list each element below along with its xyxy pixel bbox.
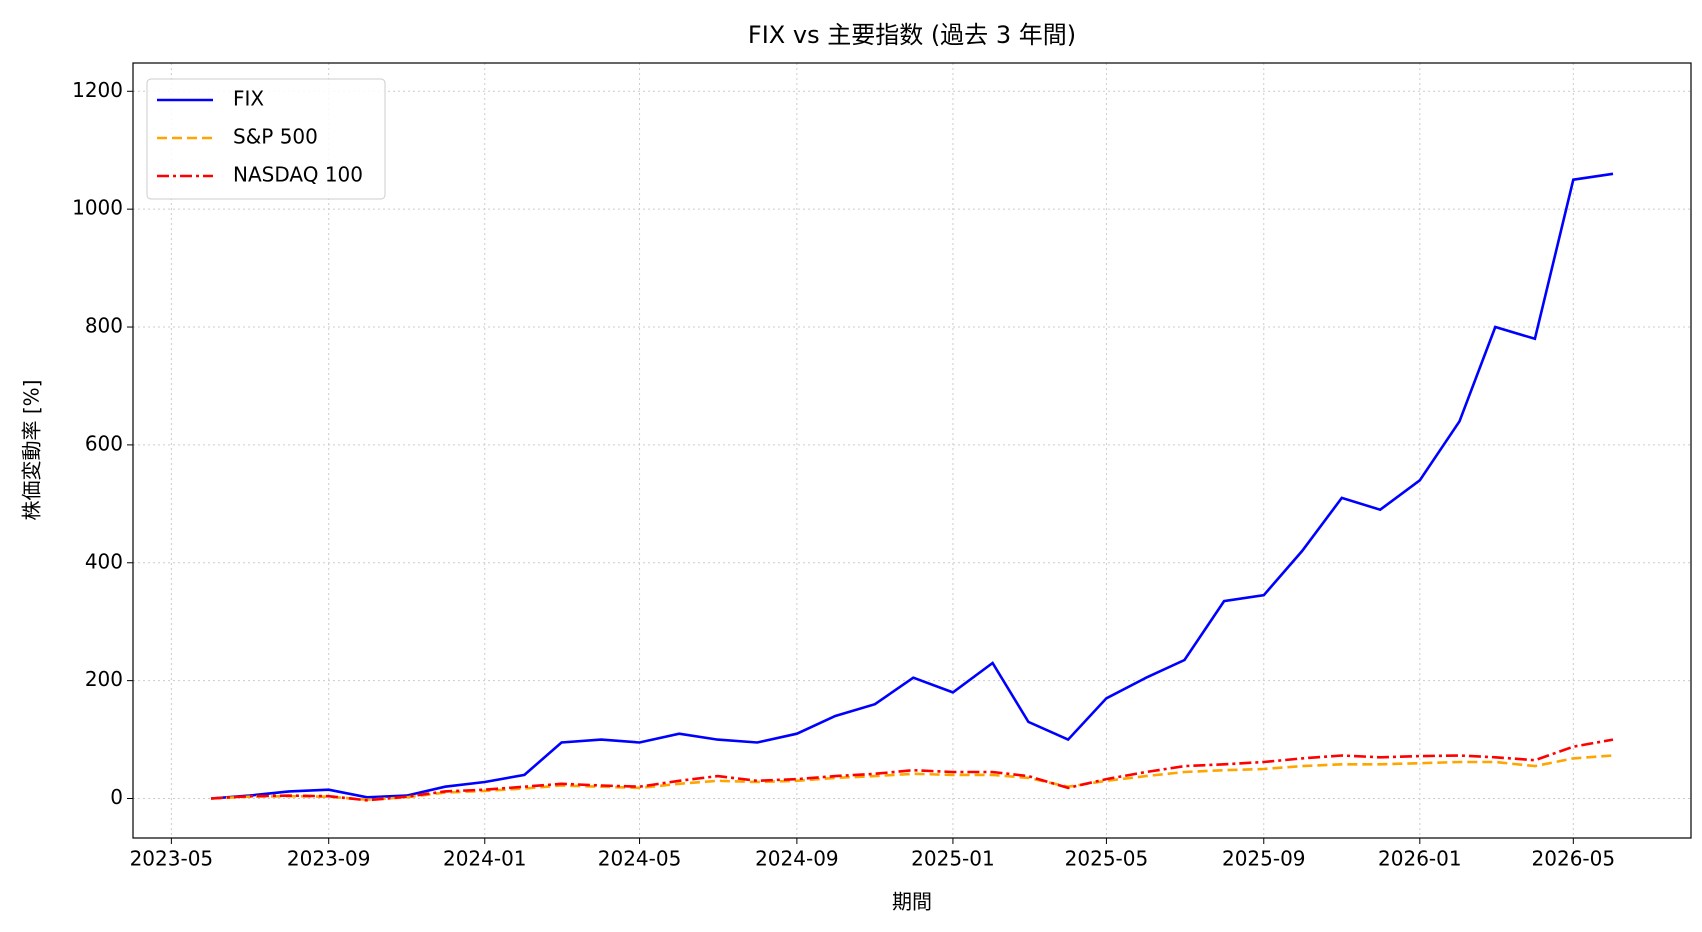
- x-tick-label: 2024-01: [443, 847, 527, 871]
- y-tick-label: 1200: [72, 78, 123, 102]
- x-tick-label: 2025-09: [1222, 847, 1306, 871]
- legend-label: S&P 500: [233, 125, 318, 149]
- series-line: [210, 738, 1614, 802]
- x-tick-label: 2025-05: [1065, 847, 1149, 871]
- x-tick-label: 2026-05: [1532, 847, 1616, 871]
- chart-title: FIX vs 主要指数 (過去 3 年間): [748, 21, 1076, 49]
- plot-frame: [132, 62, 1692, 839]
- x-tick-label: 2025-01: [911, 847, 995, 871]
- x-axis-label: 期間: [892, 890, 932, 914]
- x-tick-label: 2023-05: [130, 847, 214, 871]
- y-tick-label: 400: [85, 549, 123, 573]
- y-tick-label: 600: [85, 431, 123, 455]
- y-tick-label: 1000: [72, 196, 123, 220]
- legend-label: NASDAQ 100: [233, 163, 363, 187]
- x-tick-label: 2024-05: [598, 847, 682, 871]
- y-tick-label: 200: [85, 667, 123, 691]
- x-tick-label: 2023-09: [287, 847, 371, 871]
- series-line: [210, 172, 1614, 800]
- y-tick-label: 0: [110, 785, 123, 809]
- legend-label: FIX: [233, 87, 264, 111]
- legend-box: [146, 78, 386, 200]
- x-tick-label: 2024-09: [755, 847, 839, 871]
- y-tick-label: 800: [85, 314, 123, 338]
- y-axis-label: 株価変動率 [%]: [20, 380, 44, 521]
- x-tick-label: 2026-01: [1378, 847, 1462, 871]
